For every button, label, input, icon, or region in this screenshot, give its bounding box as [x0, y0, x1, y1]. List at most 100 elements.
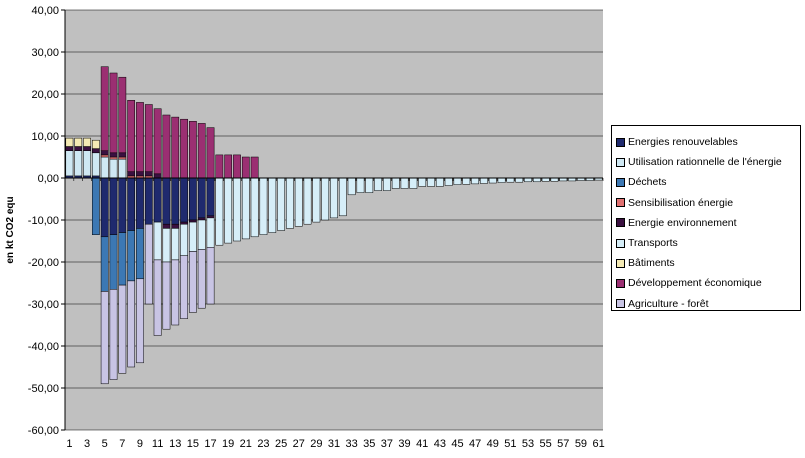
bar-segment: [109, 72, 118, 154]
bar-segment: [92, 152, 100, 177]
bar-segment: [524, 177, 532, 183]
y-tick-label: -50,00: [28, 383, 59, 395]
bar-segment: [127, 280, 136, 368]
bar-segment: [189, 177, 197, 221]
bar-segment: [294, 177, 303, 227]
bar-segment: [233, 154, 241, 179]
bar-segment: [206, 177, 215, 217]
bar-segment: [391, 177, 400, 189]
bar-segment: [100, 291, 109, 385]
bar-segment: [109, 152, 118, 158]
bar-segment: [303, 177, 312, 225]
bar-segment: [515, 177, 524, 183]
y-tick-label: -60,00: [28, 425, 59, 437]
x-tick-label: 39: [398, 438, 410, 450]
y-tick-label: 10,00: [31, 131, 59, 143]
x-tick-label: 5: [102, 438, 108, 450]
bar-segment: [127, 100, 136, 172]
bar-segment: [233, 177, 241, 242]
bar-segment: [215, 177, 224, 246]
x-tick-label: 57: [557, 438, 569, 450]
x-tick-label: 11: [152, 438, 163, 450]
bar-segment: [383, 177, 391, 191]
bar-segment: [268, 177, 277, 233]
bar-segment: [197, 249, 206, 309]
x-tick-label: 33: [346, 438, 358, 450]
bar-segment: [74, 146, 83, 151]
bar-segment: [153, 108, 162, 175]
bar-segment: [171, 259, 180, 326]
bar-segment: [197, 177, 206, 219]
bar-segment: [215, 154, 224, 179]
bar-segment: [206, 127, 215, 179]
bar-segment: [100, 66, 109, 151]
bar-segment: [480, 177, 488, 184]
bar-segment: [462, 177, 471, 185]
x-tick-label: 45: [451, 438, 463, 450]
bar-segment: [162, 177, 171, 225]
x-tick-label: 47: [469, 438, 481, 450]
legend-swatch: [616, 278, 625, 288]
legend-item: Transports: [616, 233, 800, 253]
x-tick-label: 25: [275, 438, 287, 450]
legend-swatch: [616, 299, 625, 309]
y-tick-label: -10,00: [28, 215, 59, 227]
bar-segment: [118, 284, 127, 374]
bar-segment: [418, 177, 427, 187]
legend-item: Bâtiments: [616, 253, 800, 273]
bar-segment: [162, 223, 171, 229]
bar-segment: [100, 236, 109, 292]
x-tick-label: 27: [293, 438, 305, 450]
bar-segment: [153, 177, 162, 223]
bar-segment: [374, 177, 382, 191]
bar-segment: [330, 177, 338, 219]
bar-segment: [277, 177, 285, 231]
legend-swatch: [616, 258, 625, 268]
bar-segment: [497, 177, 506, 183]
bar-segment: [224, 177, 233, 244]
bar-segment: [541, 177, 550, 182]
y-tick-label: 40,00: [31, 5, 59, 17]
bar-segment: [506, 177, 515, 183]
bar-segment: [197, 219, 206, 250]
bar-segment: [153, 173, 162, 179]
bar-segment: [153, 221, 162, 261]
legend-label: Transports: [628, 237, 678, 250]
bar-segment: [109, 234, 118, 290]
x-tick-label: 31: [328, 438, 340, 450]
bar-segment: [286, 177, 294, 229]
bar-segment: [74, 137, 83, 147]
y-tick-label: -40,00: [28, 341, 59, 353]
bar-segment: [144, 171, 153, 177]
legend-swatch: [616, 137, 625, 147]
x-tick-label: 21: [240, 438, 252, 450]
x-tick-label: 29: [310, 438, 322, 450]
bar-segment: [162, 228, 171, 263]
bar-segment: [144, 223, 153, 305]
x-tick-labels: 1 3 5 7 9 11 13 15 17 19 21 23 25 27 29 31 33 35 37 39 41 43 4…: [66, 438, 604, 450]
bar-segment: [427, 177, 435, 187]
bar-segment: [153, 259, 162, 336]
bar-segment: [250, 177, 259, 238]
bar-segment: [100, 156, 109, 179]
bar-segment: [83, 137, 91, 147]
bar-segment: [136, 278, 144, 364]
legend-label: Développement économique: [628, 277, 762, 290]
bar-segment: [180, 221, 188, 225]
bar-segment: [162, 261, 171, 330]
legend-item: Energie environnement: [616, 213, 800, 233]
y-tick-label: -20,00: [28, 257, 59, 269]
legend-label: Energies renouvelables: [628, 136, 738, 149]
bar-segment: [171, 116, 180, 179]
bar-segment: [189, 251, 197, 313]
x-tick-label: 51: [504, 438, 516, 450]
bar-segment: [189, 121, 197, 179]
x-tick-label: 15: [187, 438, 199, 450]
bar-segment: [356, 177, 365, 193]
x-tick-label: 19: [222, 438, 234, 450]
bar-segment: [400, 177, 409, 189]
bar-segment: [109, 177, 118, 235]
legend-label: Déchets: [628, 176, 667, 189]
x-tick-label: 37: [381, 438, 393, 450]
legend-item: Développement économique: [616, 273, 800, 293]
